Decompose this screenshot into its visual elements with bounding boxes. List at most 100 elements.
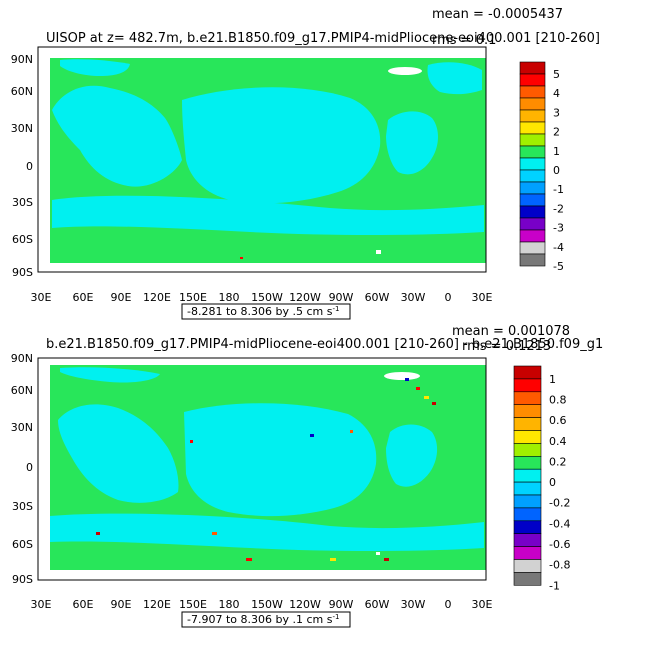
x-tick-label: 180	[219, 291, 240, 304]
map-figure-bottom: b.e21.B1850.f09_g17.PMIP4-midPliocene-eo…	[11, 324, 603, 628]
colorbar-label: 0	[553, 164, 560, 177]
colorbar-swatch	[513, 559, 542, 573]
colorbar-swatch	[513, 494, 542, 509]
y-axis-top: 90N 60N 30N 0 30S 60S 90S	[11, 53, 33, 279]
colorbar-swatch	[519, 205, 546, 219]
map-figure-top: UISOP at z= 482.7m, b.e21.B1850.f09_g17.…	[11, 7, 600, 320]
colorbar-label: 0.6	[549, 414, 567, 427]
colorbar-label: -1	[553, 183, 564, 196]
colorbar-swatch	[513, 456, 542, 470]
x-tick-label: 0	[445, 291, 452, 304]
x-tick-label: 180	[219, 598, 240, 611]
colorbar-swatch	[519, 253, 546, 267]
colorbar-label: -2	[553, 202, 564, 215]
x-tick-label: 150W	[251, 598, 283, 611]
colorbar-label: 0.2	[549, 455, 567, 468]
panel-title: UISOP at z= 482.7m, b.e21.B1850.f09_g17.…	[46, 31, 600, 46]
colorbar-swatch	[519, 61, 546, 75]
colorbar-top: 5 4 3 2 1 0 -1 -2 -3 -4 -5	[519, 61, 564, 273]
colorbar-swatch	[519, 97, 546, 111]
y-tick-label: 90N	[11, 53, 33, 66]
colorbar-label: -5	[553, 260, 564, 273]
colorbar-swatch	[513, 430, 542, 444]
y-axis-bottom: 90N 60N 30N 0 30S 60S 90S	[11, 352, 33, 586]
colorbar-label: 0.4	[549, 435, 567, 448]
contour-info-box	[181, 611, 351, 628]
colorbar-swatch	[513, 443, 542, 457]
colorbar-label: 0.8	[549, 394, 567, 407]
colorbar-swatch	[513, 481, 542, 496]
mean-label: mean = 0.001078	[452, 324, 570, 339]
x-tick-label: 90W	[329, 291, 354, 304]
colorbar-label: -0.2	[549, 497, 570, 510]
x-axis-top: 30E 60E 90E 120E 150E 180 150W 120W 90W …	[31, 291, 493, 304]
colorbar-swatch	[519, 181, 546, 195]
colorbar-label: 5	[553, 68, 560, 81]
colorbar-swatch	[519, 85, 546, 99]
y-tick-label: 60N	[11, 85, 33, 98]
colorbar-label: 1	[553, 145, 560, 158]
x-tick-label: 120E	[143, 291, 171, 304]
map-frame	[37, 357, 487, 581]
y-tick-label: 30N	[11, 122, 33, 135]
colorbar-swatch	[519, 73, 546, 87]
x-tick-label: 60E	[73, 598, 94, 611]
map-panel-bottom: b.e21.B1850.f09_g17.PMIP4-midPliocene-eo…	[0, 320, 647, 647]
x-axis-bottom: 30E 60E 90E 120E 150E 180 150W 120W 90W …	[31, 598, 493, 611]
y-tick-label: 30N	[11, 421, 33, 434]
ocean-field	[50, 367, 484, 551]
colorbar-swatch	[519, 133, 546, 147]
x-tick-label: 30E	[472, 598, 493, 611]
rms-label: rms = 0.1213	[462, 339, 551, 354]
colorbar-swatch	[519, 169, 546, 183]
map-panel-top: UISOP at z= 482.7m, b.e21.B1850.f09_g17.…	[0, 0, 647, 320]
y-tick-label: 30S	[12, 196, 33, 209]
rms-label: rms = 0.1	[432, 33, 496, 48]
colorbar-label: 0	[549, 476, 556, 489]
x-tick-label: 90W	[329, 598, 354, 611]
colorbar-label: -0.8	[549, 559, 570, 572]
colorbar-swatch	[513, 365, 542, 380]
x-tick-label: 90E	[111, 291, 132, 304]
x-tick-label: 150W	[251, 291, 283, 304]
y-tick-label: 30S	[12, 500, 33, 513]
contour-info-box	[181, 303, 351, 320]
colorbar-label: -4	[553, 241, 564, 254]
y-tick-label: 60N	[11, 384, 33, 397]
contour-info: -8.281 to 8.306 by .5 cm s-1	[187, 305, 339, 318]
x-tick-label: 60W	[365, 291, 390, 304]
x-tick-label: 60W	[365, 598, 390, 611]
colorbar-swatch	[513, 468, 542, 483]
y-tick-label: 90S	[12, 573, 33, 586]
colorbar-label: 2	[553, 126, 560, 139]
x-tick-label: 30W	[401, 598, 426, 611]
y-tick-label: 60S	[12, 233, 33, 246]
x-tick-label: 120W	[289, 598, 321, 611]
colorbar-label: 1	[549, 373, 556, 386]
colorbar-label: -1	[549, 579, 560, 592]
x-tick-label: 0	[445, 598, 452, 611]
colorbar-swatch	[513, 417, 542, 431]
x-tick-label: 90E	[111, 598, 132, 611]
colorbar-swatch	[513, 391, 542, 406]
colorbar-swatch	[513, 572, 542, 586]
y-tick-label: 60S	[12, 538, 33, 551]
x-tick-label: 120E	[143, 598, 171, 611]
x-tick-label: 30E	[31, 598, 52, 611]
colorbar-swatch	[519, 145, 546, 159]
colorbar-swatch	[513, 546, 542, 560]
x-tick-label: 30E	[472, 291, 493, 304]
map-area	[37, 46, 487, 273]
colorbar-swatch	[513, 378, 542, 393]
ocean-field	[52, 59, 484, 235]
colorbar-swatch	[519, 241, 546, 255]
arctic-ice-region	[384, 372, 420, 380]
colorbar-label: -0.4	[549, 517, 570, 530]
colorbar-label: -0.6	[549, 538, 570, 551]
colorbar-label: -3	[553, 222, 564, 235]
arctic-ice-region	[388, 67, 422, 75]
y-tick-label: 90S	[12, 266, 33, 279]
colorbar-swatch	[519, 193, 546, 207]
x-tick-label: 150E	[179, 291, 207, 304]
colorbar-swatch	[513, 507, 542, 522]
